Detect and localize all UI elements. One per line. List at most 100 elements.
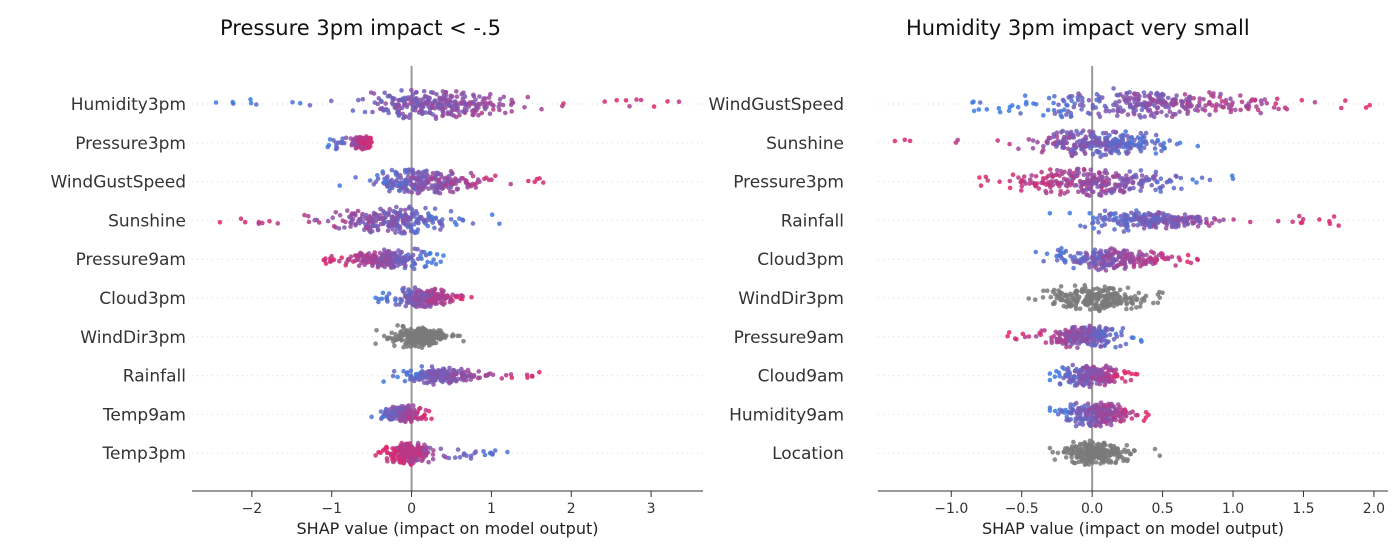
shap-point: [1126, 150, 1131, 155]
shap-point: [1213, 217, 1218, 222]
shap-point: [1201, 96, 1206, 102]
beeswarm-pressure3pm: [325, 134, 374, 152]
shap-point: [389, 167, 395, 173]
shap-point: [391, 252, 396, 258]
shap-point: [1115, 291, 1120, 296]
shap-point: [1069, 444, 1075, 449]
shap-point: [1116, 299, 1121, 304]
shap-point: [1006, 330, 1012, 335]
shap-point: [404, 257, 410, 262]
shap-point: [1206, 223, 1212, 228]
shap-point: [1116, 262, 1121, 268]
shap-point: [477, 179, 482, 184]
shap-point: [385, 228, 391, 233]
shap-point: [1064, 130, 1070, 135]
shap-point: [1239, 99, 1245, 105]
shap-point: [501, 94, 507, 100]
shap-point: [448, 209, 454, 214]
shap-point: [1067, 291, 1073, 297]
shap-point: [1178, 175, 1184, 181]
shap-point: [376, 449, 381, 455]
shap-point: [430, 456, 436, 462]
shap-point: [260, 220, 265, 226]
shap-point: [376, 263, 382, 268]
shap-point: [1069, 455, 1074, 460]
shap-point: [1170, 103, 1176, 108]
shap-point: [1142, 212, 1147, 217]
shap-point: [1027, 177, 1033, 182]
shap-point: [1098, 400, 1104, 406]
shap-point: [432, 286, 438, 292]
shap-point: [385, 257, 390, 262]
feature-label-winddir3pm: WindDir3pm: [738, 289, 844, 309]
shap-point: [424, 334, 430, 340]
shap-point: [1143, 293, 1149, 299]
shap-point: [1074, 128, 1079, 134]
shap-point: [1043, 175, 1049, 181]
shap-point: [459, 366, 464, 372]
shap-point: [395, 109, 401, 114]
shap-point: [391, 339, 396, 345]
shap-point: [439, 287, 444, 293]
shap-point: [1275, 218, 1281, 224]
shap-point: [1063, 327, 1068, 333]
shap-point: [438, 227, 443, 232]
shap-point: [1123, 129, 1128, 134]
shap-point: [1077, 441, 1083, 447]
shap-point: [396, 248, 401, 253]
shap-point: [1016, 175, 1021, 180]
beeswarm-pressure9am: [1005, 323, 1144, 351]
shap-point: [1142, 114, 1147, 119]
shap-point: [1123, 414, 1129, 419]
shap-point: [1207, 177, 1213, 183]
shap-point: [1102, 408, 1108, 414]
shap-point: [1048, 189, 1054, 194]
shap-point: [1153, 173, 1158, 178]
shap-point: [1076, 341, 1082, 346]
shap-point: [373, 341, 378, 347]
shap-point: [1123, 379, 1128, 384]
shap-point: [1115, 109, 1121, 114]
shap-point: [1139, 221, 1144, 227]
shap-point: [1086, 97, 1092, 103]
shap-point: [473, 97, 478, 102]
shap-point: [907, 138, 913, 144]
shap-point: [453, 107, 458, 113]
shap-point: [1155, 94, 1161, 99]
shap-point: [1107, 247, 1112, 252]
shap-point: [424, 168, 429, 174]
shap-point: [1081, 255, 1086, 260]
shap-point: [1122, 292, 1128, 297]
shap-point: [267, 218, 272, 224]
shap-point: [387, 206, 393, 212]
shap-point: [477, 375, 483, 381]
shap-point: [1165, 95, 1171, 101]
shap-point: [1124, 306, 1129, 312]
beeswarm-temp3pm: [373, 440, 510, 468]
shap-point: [1010, 172, 1016, 177]
shap-point: [1070, 459, 1075, 465]
shap-point: [1164, 113, 1169, 118]
shap-point: [1098, 193, 1104, 198]
shap-point: [431, 371, 437, 376]
shap-point: [450, 179, 456, 185]
shap-point: [445, 111, 451, 117]
shap-point: [1219, 99, 1225, 104]
shap-point: [1089, 139, 1095, 145]
shap-point: [1107, 379, 1112, 385]
shap-point: [1113, 407, 1118, 413]
shap-point: [1114, 373, 1119, 379]
shap-point: [440, 331, 445, 337]
shap-point: [1119, 180, 1124, 186]
shap-point: [1163, 104, 1168, 110]
shap-point: [977, 175, 982, 180]
shap-point: [387, 335, 393, 341]
shap-point: [378, 98, 384, 104]
shap-point: [426, 459, 431, 465]
shap-point: [1102, 402, 1108, 408]
shap-point: [349, 220, 354, 226]
shap-point: [1132, 294, 1138, 299]
shap-point: [1087, 307, 1093, 312]
shap-point: [415, 191, 421, 196]
shap-point: [1086, 370, 1091, 376]
